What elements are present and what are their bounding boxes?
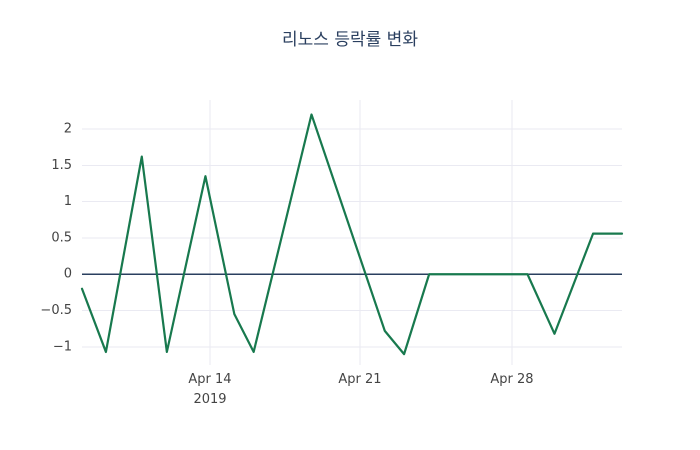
x-axis-tick-label: Apr 28 <box>490 372 533 387</box>
y-axis-tick-label: 2 <box>64 122 72 137</box>
y-axis-tick-label: 1.5 <box>51 158 72 173</box>
x-axis-tick-labels: Apr 14 2019 Apr 21 Apr 28 <box>188 372 533 407</box>
x-axis-tick-label: Apr 21 <box>338 372 381 387</box>
y-axis-tick-label: 0.5 <box>51 230 72 245</box>
chart-title: 리노스 등락률 변화 <box>282 30 418 50</box>
y-axis-tick-label: 0 <box>64 267 72 282</box>
y-axis-tick-label: −1 <box>53 339 72 354</box>
data-series-line <box>80 113 624 356</box>
x-axis-tick-label: Apr 14 <box>188 372 231 387</box>
y-axis-tick-labels: 2 1.5 1 0.5 0 −0.5 −1 <box>40 122 72 355</box>
x-gridlines <box>209 100 513 365</box>
y-gridlines <box>82 128 622 348</box>
y-axis-tick-label: −0.5 <box>40 303 72 318</box>
y-axis-tick-label: 1 <box>64 194 72 209</box>
x-axis-tick-sublabel: 2019 <box>193 392 226 407</box>
